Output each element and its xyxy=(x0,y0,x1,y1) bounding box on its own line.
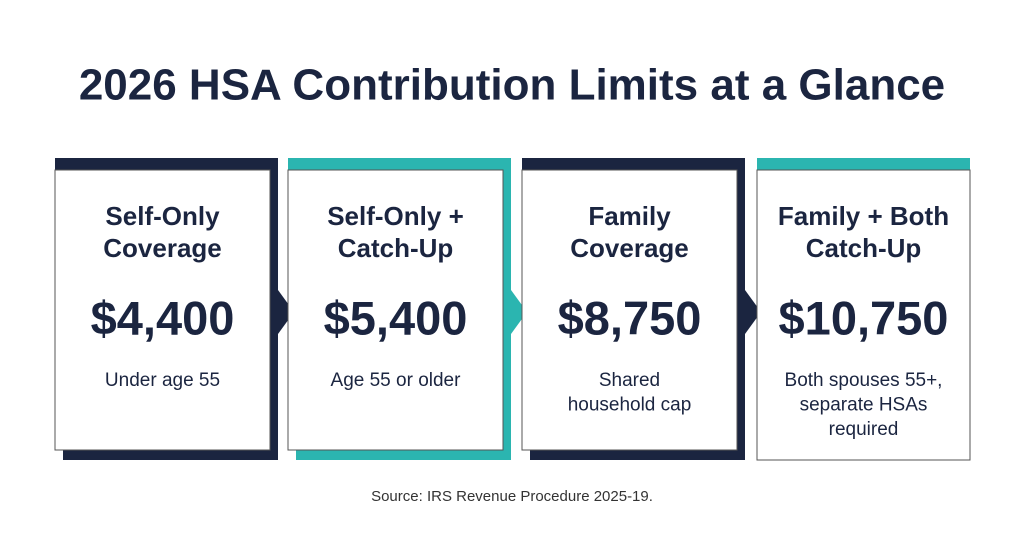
card-amount: $10,750 xyxy=(779,291,949,344)
card-top-bar xyxy=(757,158,970,170)
card-note: Shared xyxy=(599,370,660,391)
card-amount: $5,400 xyxy=(324,291,468,344)
card-note: required xyxy=(829,419,899,440)
source: Source: IRS Revenue Procedure 2025-19. xyxy=(371,488,653,505)
card-top-bar xyxy=(522,158,745,170)
card-top-bar xyxy=(55,158,278,170)
card-heading: Family xyxy=(588,201,671,231)
card-heading: Catch-Up xyxy=(338,233,454,263)
card-note: Both spouses 55+, xyxy=(785,370,943,391)
card-heading: Self-Only xyxy=(105,201,220,231)
card-top-bar xyxy=(288,158,511,170)
card-heading: Self-Only + xyxy=(327,201,464,231)
card-note: household cap xyxy=(568,395,692,416)
title: 2026 HSA Contribution Limits at a Glance xyxy=(79,61,945,110)
card-heading: Catch-Up xyxy=(806,233,922,263)
card xyxy=(54,169,271,451)
arrow xyxy=(511,290,527,334)
card-note: Age 55 or older xyxy=(331,370,462,391)
card xyxy=(756,169,971,461)
card-amount: $4,400 xyxy=(91,291,235,344)
arrow xyxy=(278,290,294,334)
arrow xyxy=(745,290,761,334)
card xyxy=(521,169,738,451)
card-amount: $8,750 xyxy=(558,291,702,344)
card-heading: Coverage xyxy=(570,233,689,263)
card-heading: Family + Both xyxy=(778,201,949,231)
card-note: Under age 55 xyxy=(105,370,220,391)
card-heading: Coverage xyxy=(103,233,222,263)
card-note: separate HSAs xyxy=(800,395,928,416)
card xyxy=(287,169,504,451)
